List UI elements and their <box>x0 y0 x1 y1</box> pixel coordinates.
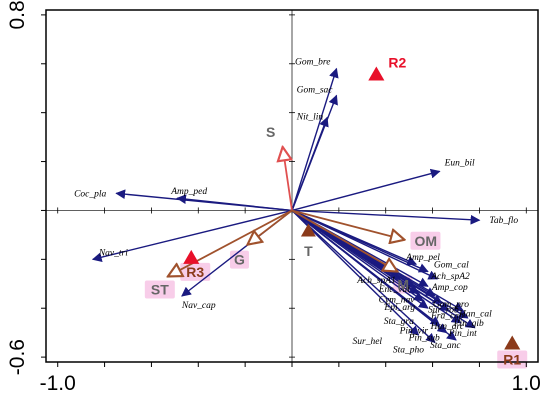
env-label-m: M <box>397 277 409 293</box>
species-label-amp-cop: Amp_cop <box>431 283 468 293</box>
env-label-om: OM <box>414 233 437 249</box>
species-arrow-coc-pla <box>115 189 293 212</box>
sample-label-r1: R1 <box>503 351 521 367</box>
species-label-gom-cal: Gom_cal <box>434 261 469 271</box>
env-arrow-g <box>247 209 293 244</box>
species-label-nit-lin: Nit_lin <box>296 113 324 123</box>
env-arrow-om <box>291 209 404 239</box>
sample-label-r2: R2 <box>388 55 406 71</box>
species-label-gom-pro: Gom_pro <box>433 300 469 310</box>
env-label-g: G <box>234 252 245 268</box>
species-label-ach-spa2: Ach_spA2 <box>430 272 470 282</box>
species-label-epi-arg: Epi_arg <box>383 303 415 313</box>
point-labels: Gom_bre Gom_sac Nit_lin Eun_bil Tab_flo Amp_p… <box>74 55 521 368</box>
centroid-marker-t <box>300 223 316 237</box>
species-label-amp-pel: Amp_pel <box>405 253 440 263</box>
sample-marker-r1 <box>504 335 521 350</box>
species-arrow-eun-bil <box>291 168 441 212</box>
species-label-fra-cap: Fra_cap <box>430 312 464 322</box>
species-label-pin-vir: Pin_vir <box>399 326 429 336</box>
sample-marker-r2 <box>368 66 385 81</box>
species-arrow-nav-tri <box>91 209 293 262</box>
env-label-s: S <box>266 124 275 140</box>
environment-arrows <box>168 147 405 277</box>
y-tick-label: -0.6 <box>6 339 29 375</box>
species-arrow-ach-spa2 <box>291 209 439 280</box>
species-arrow-gom-bre <box>291 67 339 211</box>
x-tick-label: -1.0 <box>40 372 76 395</box>
species-label-sur-rob: Sur_rob <box>428 305 459 315</box>
species-label-enc-vul: Enc_vul <box>378 285 410 295</box>
highlight-st <box>144 280 175 299</box>
x-tick-label: 1.0 <box>512 372 541 395</box>
species-arrow-sur-hel <box>291 209 420 336</box>
centroid-label-t: T <box>304 243 313 259</box>
env-arrow-st <box>168 209 293 276</box>
species-label-coc-pla: Coc_pla <box>74 189 106 199</box>
species-label-pin-sub: Pin_sub <box>408 334 440 344</box>
plot-frame: -1.0 1.0 0.8 -0.6 <box>6 0 541 395</box>
highlight-r3 <box>180 262 211 281</box>
species-label-gom-bre: Gom_bre <box>295 58 331 68</box>
species-label-han-arc: Han_arc <box>430 322 465 332</box>
env-arrow-m <box>291 209 397 271</box>
sample-markers <box>183 66 521 350</box>
species-label-sta-gra: Sta_gra <box>384 317 414 327</box>
species-label-sur-hel: Sur_hel <box>353 337 383 347</box>
species-arrow-sta-gra <box>291 209 429 309</box>
highlight-r1 <box>497 350 528 369</box>
species-label-pin-gib: Pin_gib <box>453 319 484 329</box>
species-arrow-sta-pho <box>291 209 436 344</box>
env-label-st: ST <box>151 281 169 297</box>
env-arrow-s <box>283 147 293 211</box>
sample-label-r3: R3 <box>186 264 204 280</box>
sample-marker-r3 <box>183 249 200 264</box>
species-label-nav-tri: Nav_tri <box>98 248 128 258</box>
y-tick-label: 0.8 <box>6 0 29 29</box>
species-label-eun-bil: Eun_bil <box>444 158 475 168</box>
species-arrow-tab-flo <box>291 209 481 225</box>
species-arrow-sta-anc <box>291 209 457 341</box>
species-label-gom-sac: Gom_sac <box>297 86 334 96</box>
species-arrow-nit-lin <box>291 116 329 211</box>
species-label-nav-cap: Nav_cap <box>181 301 216 311</box>
species-label-tab-flo: Tab_flo <box>489 215 518 226</box>
species-label-sta-pho: Sta_pho <box>393 345 424 355</box>
species-label-han-cal: Han_cal <box>458 310 492 320</box>
species-label-ach-spa1: Ach_spA1 <box>356 276 396 286</box>
species-label-sta-anc: Sta_anc <box>430 341 461 351</box>
species-label-amp-ped: Amp_ped <box>170 187 207 197</box>
species-arrows <box>91 67 481 344</box>
highlight-om <box>410 231 441 250</box>
species-label-cym-nav: Cym_nav <box>379 296 416 306</box>
species-label-pin-int: Pin_int <box>448 329 477 339</box>
